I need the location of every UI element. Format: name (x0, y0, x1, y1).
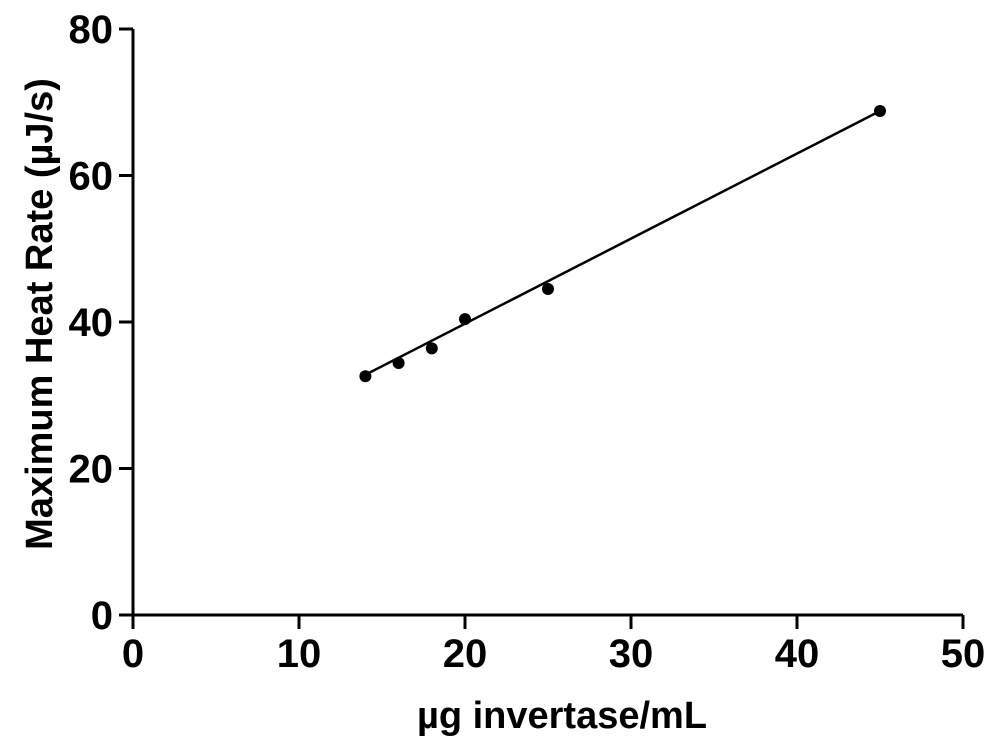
x-tick-label: 40 (775, 632, 820, 676)
data-point (425, 342, 438, 355)
y-tick-label: 60 (69, 155, 114, 199)
y-axis-ticks: 0 20 40 60 80 (69, 8, 133, 638)
data-point (392, 357, 405, 370)
y-axis-title: Maximum Heat Rate (µJ/s) (19, 78, 61, 550)
data-point (542, 283, 554, 296)
y-tick-label: 0 (91, 594, 113, 638)
data-point (459, 313, 471, 326)
y-tick-label: 40 (69, 301, 114, 345)
fit-line (364, 109, 881, 376)
y-tick-label: 80 (69, 8, 114, 52)
x-tick-label: 0 (122, 632, 144, 676)
x-tick-label: 30 (609, 632, 654, 676)
x-tick-label: 20 (443, 632, 488, 676)
x-axis-title: µg invertase/mL (417, 695, 707, 737)
y-tick-label: 20 (69, 448, 114, 492)
x-tick-label: 50 (941, 632, 986, 676)
data-points (359, 105, 886, 383)
data-point (874, 105, 886, 118)
data-point (359, 370, 372, 383)
x-axis-ticks: 0 10 20 30 40 50 (122, 615, 985, 676)
x-tick-label: 10 (277, 632, 322, 676)
